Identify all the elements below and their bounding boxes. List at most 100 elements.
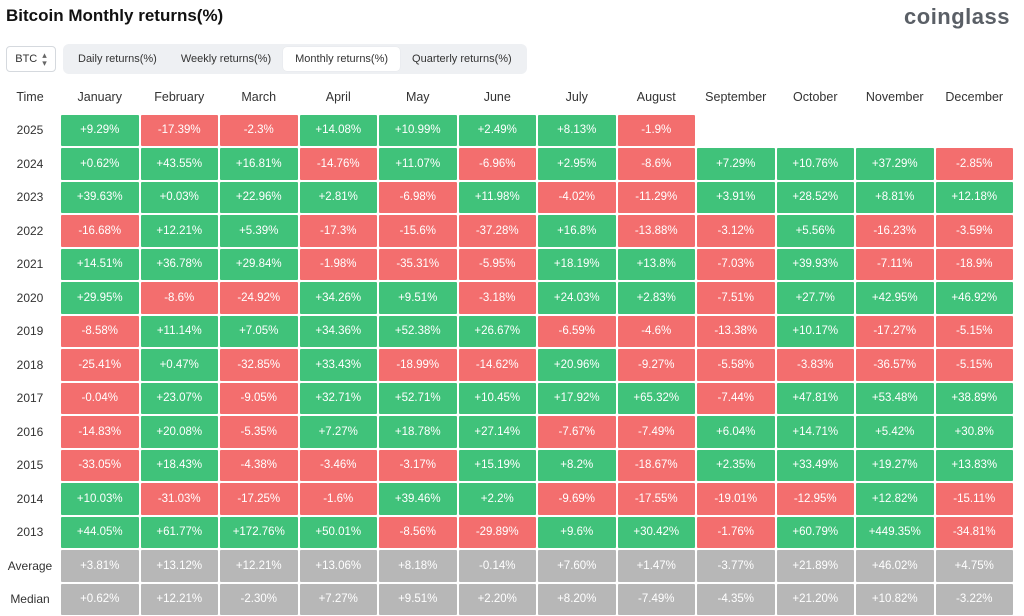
return-cell: +29.84%: [220, 249, 298, 281]
row-label-year: 2018: [0, 348, 60, 382]
return-cell: -5.58%: [697, 349, 775, 381]
return-cell: -6.59%: [538, 316, 616, 348]
summary-cell: +8.20%: [538, 584, 616, 616]
return-cell: -7.44%: [697, 383, 775, 415]
return-cell: +14.71%: [777, 416, 855, 448]
asset-select[interactable]: BTC ▴▾: [6, 46, 56, 72]
return-cell: +10.76%: [777, 148, 855, 180]
row-label-year: 2023: [0, 181, 60, 215]
column-header-month: March: [219, 80, 299, 114]
return-cell: -3.46%: [300, 450, 378, 482]
return-cell: -4.02%: [538, 182, 616, 214]
return-cell: -1.98%: [300, 249, 378, 281]
row-label-year: 2017: [0, 382, 60, 416]
summary-cell: +10.82%: [856, 584, 934, 616]
return-cell: -1.9%: [618, 115, 696, 147]
return-cell: +19.27%: [856, 450, 934, 482]
return-cell: +27.7%: [777, 282, 855, 314]
return-cell: +13.83%: [936, 450, 1014, 482]
column-header-month: April: [299, 80, 379, 114]
summary-cell: -4.35%: [697, 584, 775, 616]
return-cell: +449.35%: [856, 517, 934, 549]
summary-cell: +12.21%: [141, 584, 219, 616]
return-cell: +52.71%: [379, 383, 457, 415]
tab-quarterly[interactable]: Quarterly returns(%): [400, 47, 524, 71]
column-header-month: November: [855, 80, 935, 114]
summary-cell: +21.89%: [777, 550, 855, 582]
return-cell: +10.45%: [459, 383, 537, 415]
return-cell: -15.11%: [936, 483, 1014, 515]
return-cell: +2.83%: [618, 282, 696, 314]
return-cell: -5.15%: [936, 316, 1014, 348]
return-cell: +22.96%: [220, 182, 298, 214]
return-cell: -17.39%: [141, 115, 219, 147]
return-cell: +7.29%: [697, 148, 775, 180]
return-cell: -35.31%: [379, 249, 457, 281]
return-cell: +172.76%: [220, 517, 298, 549]
row-label-year: 2025: [0, 114, 60, 148]
return-cell: +8.2%: [538, 450, 616, 482]
column-header-month: July: [537, 80, 617, 114]
row-label-year: 2016: [0, 415, 60, 449]
summary-cell: -0.14%: [459, 550, 537, 582]
return-cell: +17.92%: [538, 383, 616, 415]
return-cell: +11.14%: [141, 316, 219, 348]
return-cell: -12.95%: [777, 483, 855, 515]
return-cell: +9.6%: [538, 517, 616, 549]
return-cell: -5.35%: [220, 416, 298, 448]
return-cell: +30.42%: [618, 517, 696, 549]
return-cell: +36.78%: [141, 249, 219, 281]
return-cell: -4.6%: [618, 316, 696, 348]
return-cell: -5.95%: [459, 249, 537, 281]
return-cell: +8.13%: [538, 115, 616, 147]
return-cell: +10.03%: [61, 483, 139, 515]
return-cell: +8.81%: [856, 182, 934, 214]
row-label-year: 2019: [0, 315, 60, 349]
return-cell: -17.25%: [220, 483, 298, 515]
return-cell: +32.71%: [300, 383, 378, 415]
return-cell: -3.12%: [697, 215, 775, 247]
return-cell: +50.01%: [300, 517, 378, 549]
tab-daily[interactable]: Daily returns(%): [66, 47, 169, 71]
return-cell: +46.92%: [936, 282, 1014, 314]
return-cell: -9.27%: [618, 349, 696, 381]
return-cell: -16.68%: [61, 215, 139, 247]
return-cell: +42.95%: [856, 282, 934, 314]
return-cell: -18.99%: [379, 349, 457, 381]
return-cell: +3.91%: [697, 182, 775, 214]
empty-cell: [936, 115, 1014, 147]
return-cell: -17.3%: [300, 215, 378, 247]
return-cell: +5.56%: [777, 215, 855, 247]
return-cell: +38.89%: [936, 383, 1014, 415]
page-title: Bitcoin Monthly returns(%): [6, 6, 223, 26]
row-label-summary: Average: [0, 549, 60, 583]
return-cell: +26.67%: [459, 316, 537, 348]
return-cell: +16.8%: [538, 215, 616, 247]
return-cell: -2.3%: [220, 115, 298, 147]
tab-monthly[interactable]: Monthly returns(%): [283, 47, 400, 71]
row-label-year: 2015: [0, 449, 60, 483]
return-cell: +16.81%: [220, 148, 298, 180]
return-cell: +28.52%: [777, 182, 855, 214]
return-cell: -24.92%: [220, 282, 298, 314]
return-cell: +0.62%: [61, 148, 139, 180]
return-cell: +39.63%: [61, 182, 139, 214]
return-cell: -36.57%: [856, 349, 934, 381]
return-cell: +39.46%: [379, 483, 457, 515]
return-cell: +33.43%: [300, 349, 378, 381]
return-cell: -18.9%: [936, 249, 1014, 281]
return-cell: -5.15%: [936, 349, 1014, 381]
return-cell: +2.81%: [300, 182, 378, 214]
return-cell: -3.59%: [936, 215, 1014, 247]
column-header-month: January: [60, 80, 140, 114]
return-cell: +23.07%: [141, 383, 219, 415]
empty-cell: [777, 115, 855, 147]
return-cell: -3.17%: [379, 450, 457, 482]
return-cell: +2.95%: [538, 148, 616, 180]
return-cell: +13.8%: [618, 249, 696, 281]
summary-cell: +46.02%: [856, 550, 934, 582]
tab-weekly[interactable]: Weekly returns(%): [169, 47, 283, 71]
return-cell: +7.27%: [300, 416, 378, 448]
return-cell: +34.26%: [300, 282, 378, 314]
